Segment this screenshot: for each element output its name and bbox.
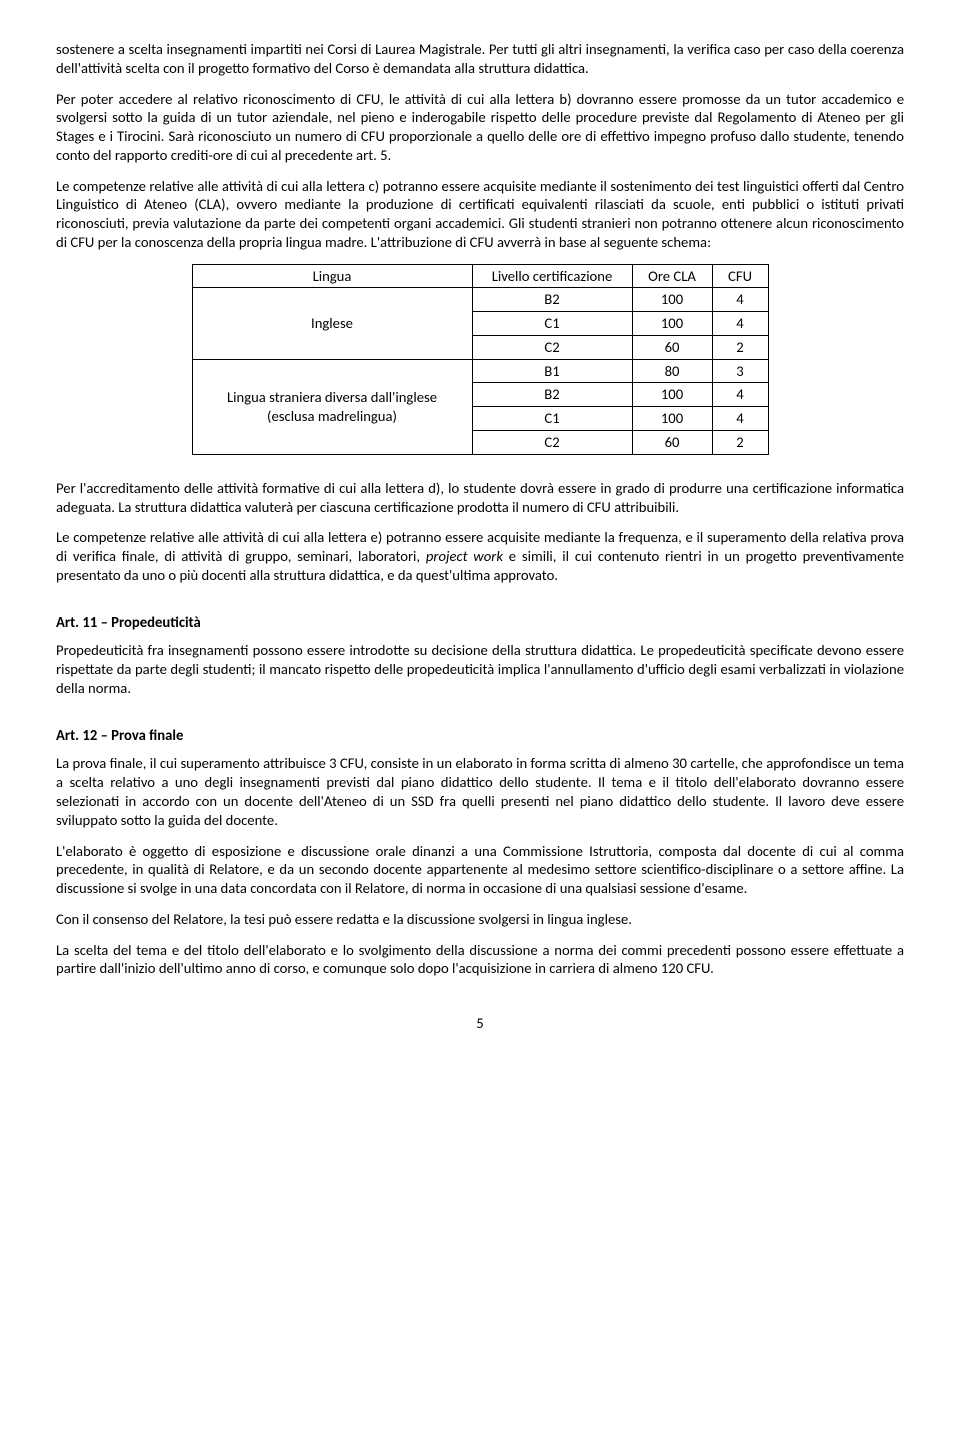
cell-cfu: 4	[712, 288, 768, 312]
cell-level: B2	[472, 383, 632, 407]
paragraph: La scelta del tema e del titolo dell'ela…	[56, 941, 904, 979]
paragraph: Con il consenso del Relatore, la tesi pu…	[56, 910, 904, 929]
cell-cfu: 3	[712, 359, 768, 383]
paragraph: Propedeuticità fra insegnamenti possono …	[56, 641, 904, 697]
table-header-row: Lingua Livello certificazione Ore CLA CF…	[192, 264, 768, 288]
paragraph: L'elaborato è oggetto di esposizione e d…	[56, 842, 904, 898]
cell-cfu: 2	[712, 431, 768, 455]
paragraph: Per poter accedere al relativo riconosci…	[56, 90, 904, 165]
cell-cfu: 2	[712, 335, 768, 359]
cell-level: B2	[472, 288, 632, 312]
article-title: Art. 12 – Prova finale	[56, 726, 904, 745]
cell-level: B1	[472, 359, 632, 383]
cell-cfu: 4	[712, 407, 768, 431]
paragraph: La prova finale, il cui superamento attr…	[56, 754, 904, 829]
cell-level: C1	[472, 312, 632, 336]
cell-level: C1	[472, 407, 632, 431]
cell-lang: Lingua straniera diversa dall'inglese (e…	[192, 359, 472, 454]
cell-hours: 100	[632, 383, 712, 407]
paragraph: Per l'accreditamento delle attività form…	[56, 479, 904, 517]
cell-lang-line2: (esclusa madrelingua)	[267, 407, 397, 425]
cell-hours: 60	[632, 431, 712, 455]
cell-cfu: 4	[712, 383, 768, 407]
cell-hours: 60	[632, 335, 712, 359]
cell-level: C2	[472, 431, 632, 455]
cell-hours: 100	[632, 288, 712, 312]
cell-lang: Inglese	[192, 288, 472, 359]
table-row: Lingua straniera diversa dall'inglese (e…	[192, 359, 768, 383]
cell-hours: 100	[632, 312, 712, 336]
col-livello: Livello certificazione	[472, 264, 632, 288]
cell-cfu: 4	[712, 312, 768, 336]
cfu-table: Lingua Livello certificazione Ore CLA CF…	[192, 264, 769, 455]
cell-hours: 80	[632, 359, 712, 383]
paragraph: Le competenze relative alle attività di …	[56, 528, 904, 584]
paragraph: Le competenze relative alle attività di …	[56, 177, 904, 252]
table-row: Inglese B2 100 4	[192, 288, 768, 312]
col-cfu: CFU	[712, 264, 768, 288]
article-title: Art. 11 – Propedeuticità	[56, 613, 904, 632]
cell-level: C2	[472, 335, 632, 359]
col-lingua: Lingua	[192, 264, 472, 288]
paragraph: sostenere a scelta insegnamenti impartit…	[56, 40, 904, 78]
col-ore: Ore CLA	[632, 264, 712, 288]
page-number: 5	[56, 1014, 904, 1033]
cell-hours: 100	[632, 407, 712, 431]
cell-lang-line1: Lingua straniera diversa dall'inglese	[227, 388, 437, 406]
italic-text: project work	[426, 547, 503, 565]
